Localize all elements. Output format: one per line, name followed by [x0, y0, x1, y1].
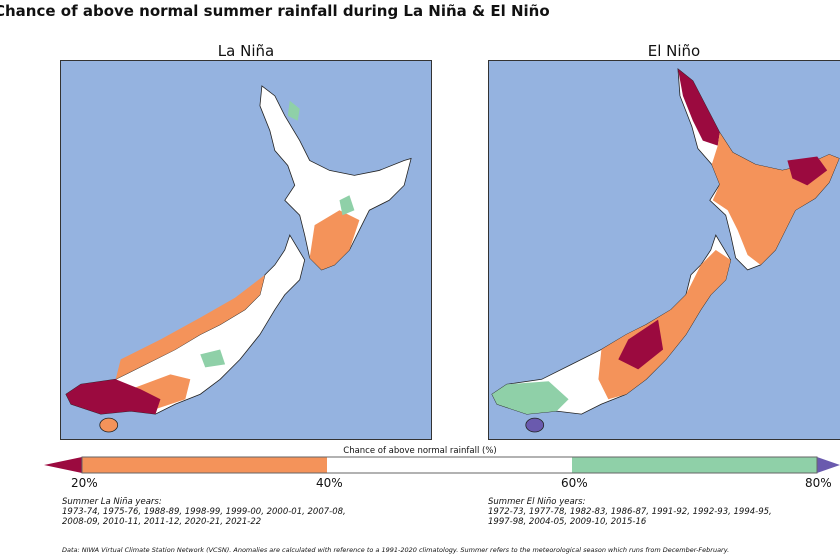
- north-island: [677, 68, 840, 271]
- tick-40: 40%: [316, 476, 343, 490]
- stewart-island: [99, 417, 119, 433]
- south-island: [491, 234, 732, 415]
- la-nina-map: [60, 60, 432, 440]
- colorbar-60-80: [572, 457, 817, 473]
- el-nino-title: El Niño: [647, 42, 701, 60]
- colorbar-above-80: [817, 457, 840, 473]
- el-nino-years: Summer El Niño years: 1972-73, 1977-78, …: [488, 497, 772, 527]
- la-nina-years-line1: 1973-74, 1975-76, 1988-89, 1998-99, 1999…: [62, 507, 346, 517]
- colorbar-label: Chance of above normal rainfall (%): [343, 446, 497, 456]
- footer-note: Data: NIWA Virtual Climate Station Netwo…: [62, 546, 730, 554]
- stewart-island: [525, 417, 545, 433]
- la-nina-years-line2: 2008-09, 2010-11, 2011-12, 2020-21, 2021…: [62, 517, 262, 527]
- tick-20: 20%: [71, 476, 98, 490]
- north-island: [259, 85, 412, 271]
- south-island: [65, 234, 306, 415]
- tick-80: 80%: [805, 476, 832, 490]
- figure-title: Chance of above normal summer rainfall d…: [0, 2, 550, 20]
- la-nina-years-heading: Summer La Niña years:: [62, 497, 162, 507]
- la-nina-title: La Niña: [217, 42, 275, 60]
- colorbar-20-40: [82, 457, 327, 473]
- el-nino-map: [488, 60, 840, 440]
- el-nino-years-line2: 1997-98, 2004-05, 2009-10, 2015-16: [488, 517, 647, 527]
- el-nino-years-heading: Summer El Niño years:: [488, 497, 586, 507]
- colorbar-40-60: [327, 457, 572, 473]
- colorbar: [44, 456, 840, 474]
- colorbar-below-20: [44, 457, 82, 473]
- el-nino-years-line1: 1972-73, 1977-78, 1982-83, 1986-87, 1991…: [488, 507, 772, 517]
- tick-60: 60%: [561, 476, 588, 490]
- la-nina-years: Summer La Niña years: 1973-74, 1975-76, …: [62, 497, 346, 527]
